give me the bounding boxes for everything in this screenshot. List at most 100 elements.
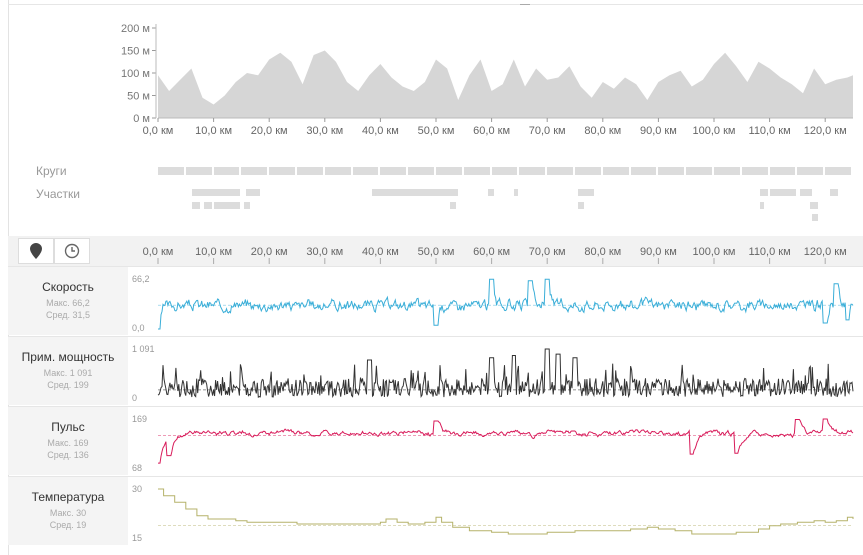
distance-axis-tick-label: 80,0 км (584, 246, 621, 258)
panel-max: Макс. 1 091 (43, 368, 93, 378)
elev-x-tick-label: 40,0 км (362, 125, 399, 137)
lap-bar[interactable] (269, 167, 295, 175)
panel-title: Температура (31, 490, 105, 504)
lap-bar[interactable] (241, 167, 268, 175)
segment-bar[interactable] (578, 202, 584, 209)
lap-bar[interactable] (630, 167, 657, 175)
panel-label-box: Температура Макс. 30 Сред. 19 (8, 477, 128, 545)
elev-x-tick-label: 70,0 км (529, 125, 566, 137)
lap-bar[interactable] (158, 167, 184, 175)
lap-bar[interactable] (408, 167, 434, 175)
elev-x-tick-label: 100,0 км (693, 125, 736, 137)
segment-bar[interactable] (800, 189, 812, 196)
panel-chart: 169 68 (132, 414, 854, 473)
segment-bar[interactable] (760, 189, 768, 196)
lap-bar[interactable] (463, 167, 490, 175)
segment-bar[interactable] (192, 202, 200, 209)
panel-power: Прим. мощность Макс. 1 091 Сред. 199 1 091 0 (8, 336, 863, 405)
segment-bar[interactable] (204, 202, 212, 209)
panel-y-min-label: 68 (132, 463, 142, 473)
lap-bar[interactable] (797, 167, 824, 175)
lap-bar[interactable] (658, 167, 685, 175)
elev-y-tick-label: 0 м (133, 113, 150, 125)
segment-bar[interactable] (192, 189, 240, 196)
panel-hr: Пульс Макс. 169 Сред. 136 169 68 (8, 406, 863, 475)
segment-bar[interactable] (372, 189, 458, 196)
elev-x-tick-label: 90,0 км (640, 125, 677, 137)
lap-bar[interactable] (602, 167, 629, 175)
lap-bar[interactable] (769, 167, 796, 175)
lap-bar[interactable] (825, 167, 851, 175)
lap-bar[interactable] (185, 167, 212, 175)
elev-x-tick-label: 20,0 км (251, 125, 288, 137)
panel-temp: Температура Макс. 30 Сред. 19 30 15 (8, 476, 863, 545)
panel-chart: 30 15 (132, 484, 854, 543)
top-divider (8, 4, 863, 5)
panel-y-min-label: 0,0 (132, 323, 145, 333)
panel-label-box: Пульс Макс. 169 Сред. 136 (8, 407, 128, 475)
panel-max: Макс. 66,2 (46, 298, 90, 308)
lap-bar[interactable] (575, 167, 601, 175)
segment-bar[interactable] (810, 202, 818, 209)
lap-bar[interactable] (352, 167, 379, 175)
segment-bar[interactable] (514, 189, 518, 196)
segment-bar[interactable] (488, 189, 494, 196)
elev-y-tick-label: 100 м (121, 68, 150, 80)
lap-bar[interactable] (519, 167, 546, 175)
distance-axis: 0,0 км 10,0 км 20,0 км 30,0 км 40,0 км 50,0 к… (143, 246, 847, 264)
lap-bar[interactable] (741, 167, 768, 175)
elevation-chart: 200 м 150 м 100 м 50 м 0 м0,0 км 10,0 км 20,0 … (121, 23, 853, 137)
lap-bar[interactable] (213, 167, 240, 175)
panel-y-min-label: 15 (132, 533, 142, 543)
distance-axis-tick-label: 100,0 км (693, 246, 736, 258)
segment-bar[interactable] (246, 189, 260, 196)
segment-bar[interactable] (244, 202, 250, 209)
distance-axis-tick-label: 120,0 км (804, 246, 847, 258)
laps-label: Круги (36, 164, 67, 178)
panel-series-line (158, 488, 854, 535)
distance-axis-tick-label: 10,0 км (195, 246, 232, 258)
panel-max: Макс. 169 (47, 438, 89, 448)
distance-axis-tick-label: 40,0 км (362, 246, 399, 258)
time-mode-button[interactable] (54, 238, 90, 264)
distance-axis-tick-label: 50,0 км (418, 246, 455, 258)
panel-y-max-label: 30 (132, 484, 142, 494)
lap-bar[interactable] (491, 167, 518, 175)
segment-bar[interactable] (214, 202, 240, 209)
segment-bar[interactable] (760, 202, 764, 209)
panel-label-box: Прим. мощность Макс. 1 091 Сред. 199 (8, 337, 128, 405)
panel-avg: Сред. 19 (49, 520, 87, 530)
panel-avg: Сред. 31,5 (45, 310, 91, 320)
distance-axis-tick-label: 110,0 км (749, 246, 791, 258)
lap-bar[interactable] (324, 167, 351, 175)
elev-x-tick-label: 80,0 км (584, 125, 621, 137)
panel-title: Скорость (42, 280, 94, 294)
segment-bar[interactable] (450, 202, 456, 209)
elev-x-tick-label: 10,0 км (195, 125, 232, 137)
panel-chart: 66,2 0,0 (132, 274, 854, 333)
segments-label: Участки (36, 187, 80, 201)
elevation-area (158, 50, 853, 118)
panel-avg: Сред. 199 (47, 380, 89, 390)
lap-bar[interactable] (297, 167, 323, 175)
distance-axis-tick-label: 70,0 км (529, 246, 566, 258)
panel-chart: 1 091 0 (132, 344, 854, 403)
elev-y-tick-label: 200 м (121, 23, 150, 35)
panel-y-max-label: 1 091 (132, 344, 155, 354)
segment-bar[interactable] (578, 189, 594, 196)
elev-y-tick-label: 50 м (127, 91, 150, 103)
panel-series-line (157, 348, 854, 399)
lap-bar[interactable] (714, 167, 740, 175)
lap-bar[interactable] (686, 167, 712, 175)
panel-max: Макс. 30 (49, 508, 87, 518)
segment-bar[interactable] (812, 214, 818, 221)
clock-icon (64, 243, 80, 259)
panel-y-max-label: 66,2 (132, 274, 150, 284)
segment-bar[interactable] (830, 189, 838, 196)
segment-bar[interactable] (770, 189, 796, 196)
lap-bar[interactable] (380, 167, 407, 175)
drag-handle[interactable] (520, 0, 530, 5)
lap-bar[interactable] (436, 167, 462, 175)
distance-mode-button[interactable] (18, 238, 54, 264)
lap-bar[interactable] (547, 167, 573, 175)
